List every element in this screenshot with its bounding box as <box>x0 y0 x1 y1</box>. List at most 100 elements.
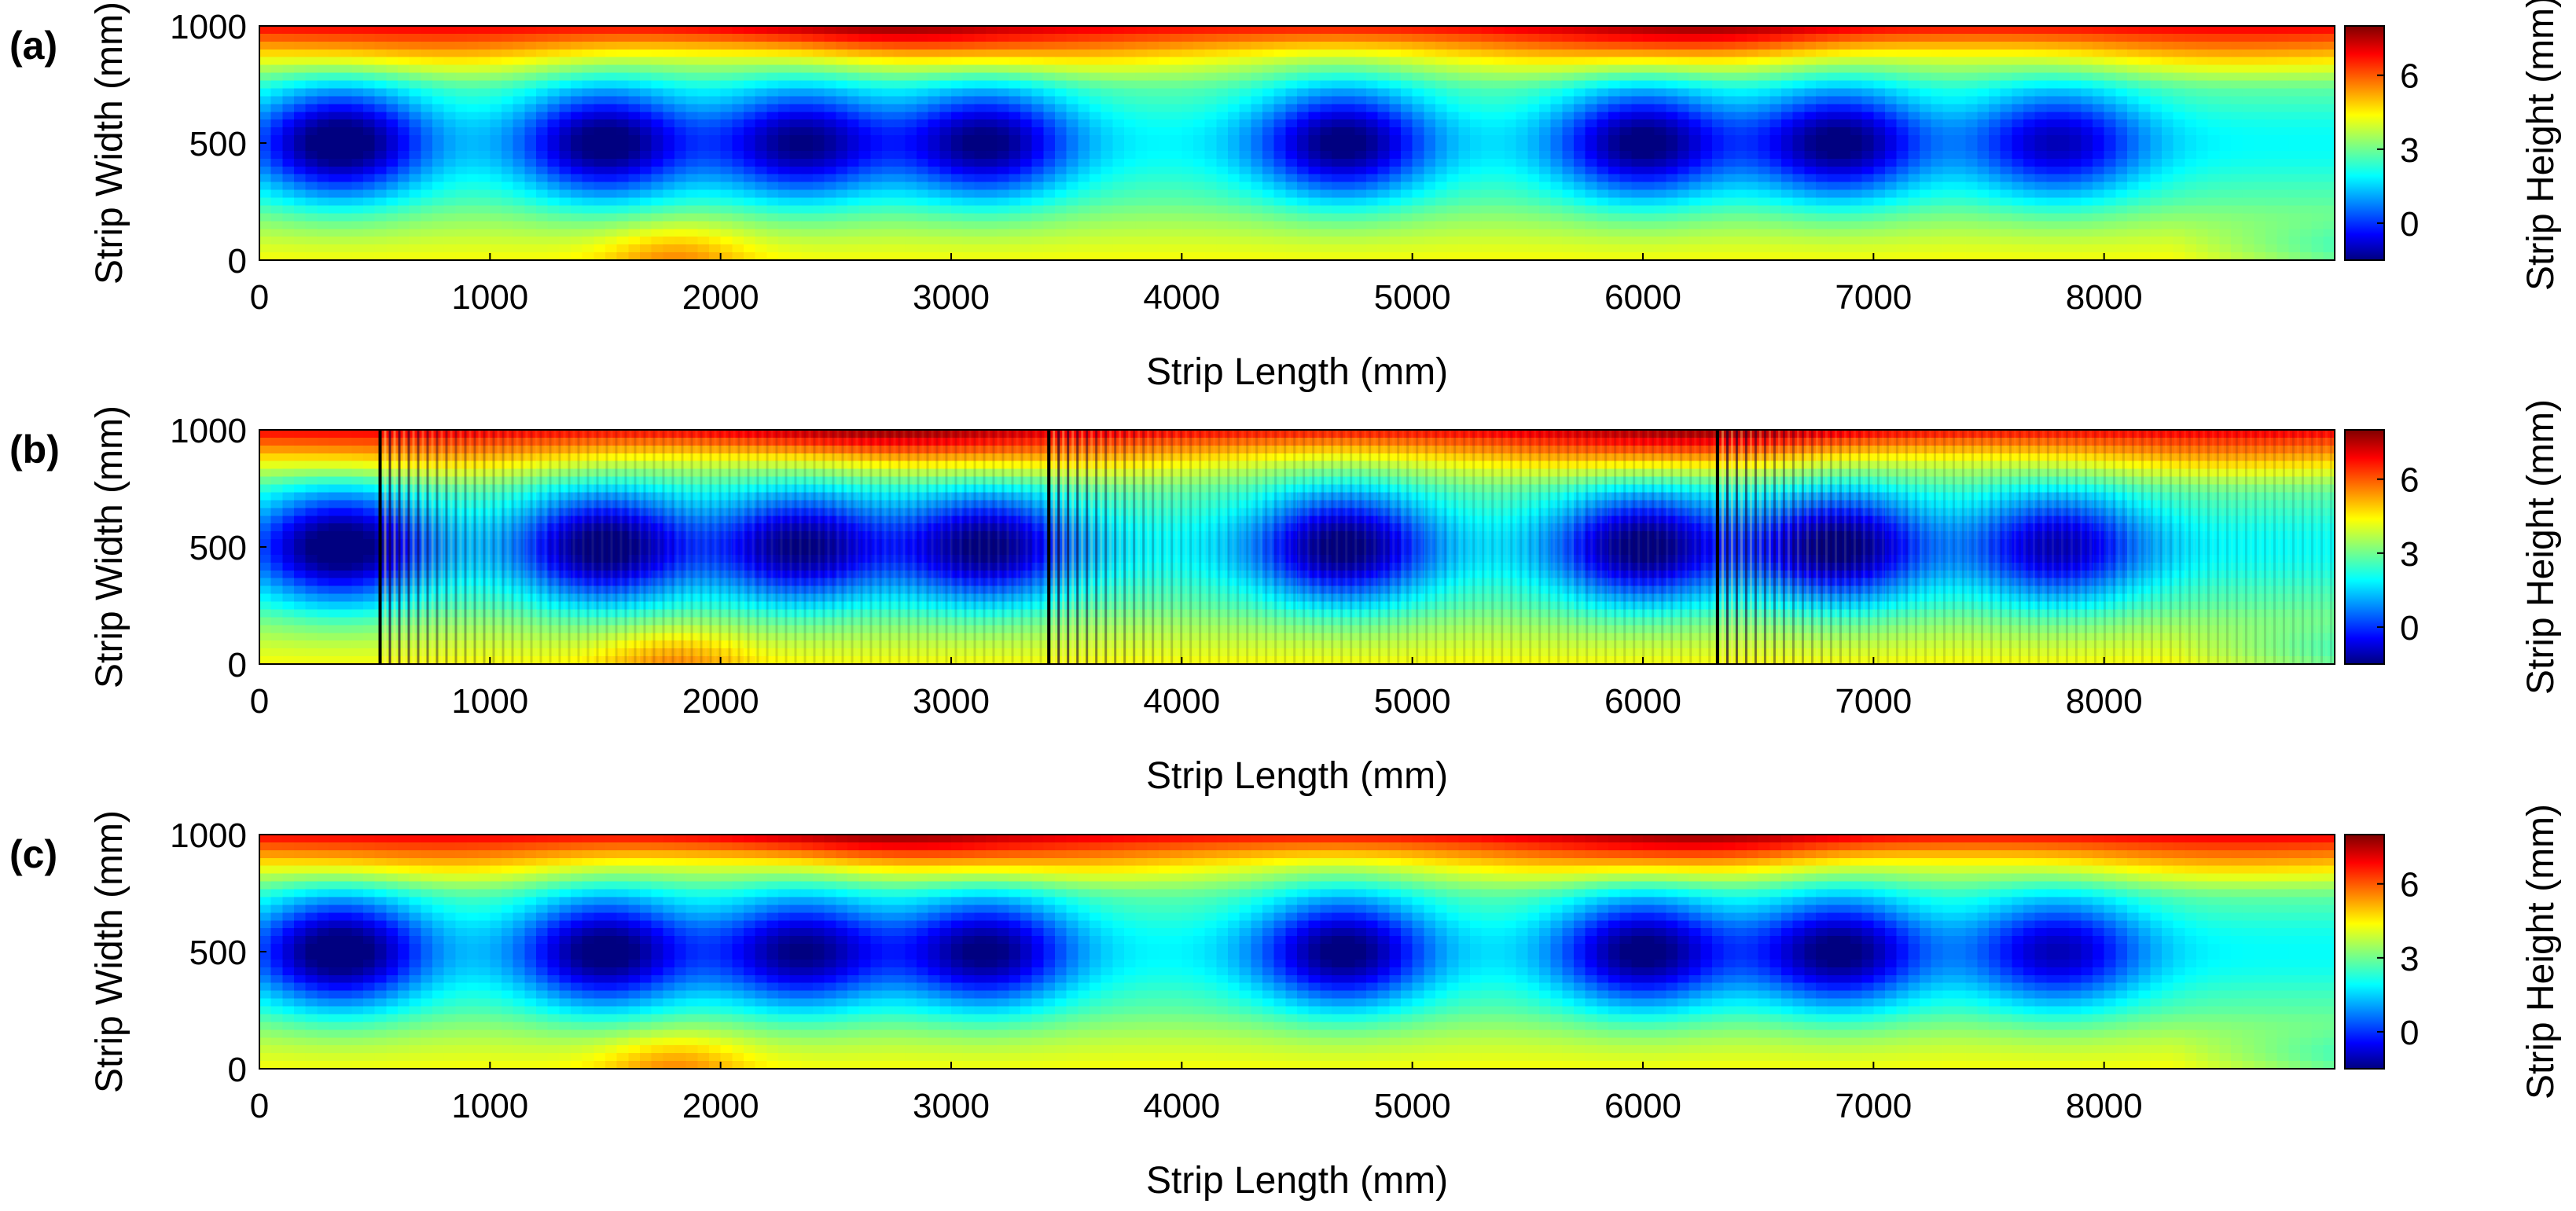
heatmap-cell <box>1585 80 1597 90</box>
heatmap-cell <box>1931 213 1943 222</box>
heatmap-cell <box>270 143 283 152</box>
heatmap-cell <box>1827 182 1839 191</box>
heatmap-cell <box>1424 174 1436 183</box>
heatmap-cell <box>294 143 307 152</box>
heatmap-cell <box>1574 26 1586 35</box>
heatmap-cell <box>1619 229 1632 237</box>
heatmap-cell <box>2023 80 2036 90</box>
heatmap-cell <box>1332 64 1344 74</box>
heatmap-cell <box>571 205 583 214</box>
heatmap-cell <box>882 213 895 222</box>
heatmap-cell <box>1689 213 1701 222</box>
heatmap-cell <box>1896 213 1909 222</box>
heatmap-cell <box>270 182 283 191</box>
heatmap-cell <box>571 150 583 160</box>
heatmap-cell <box>1723 49 1736 58</box>
heatmap-cell <box>467 127 480 136</box>
heatmap-cell <box>547 182 560 191</box>
heatmap-cell <box>1896 252 1909 261</box>
heatmap-cell <box>305 229 318 237</box>
heatmap-cell <box>305 166 318 175</box>
heatmap-cell <box>2034 143 2047 152</box>
heatmap-cell <box>1747 80 1759 90</box>
heatmap-cell <box>1412 112 1424 120</box>
heatmap-cell <box>1977 244 1990 253</box>
heatmap-cell <box>720 237 733 245</box>
heatmap-cell <box>1377 221 1390 229</box>
heatmap-cell <box>962 205 975 214</box>
heatmap-cell <box>559 237 571 245</box>
heatmap-cell <box>1678 197 1690 207</box>
heatmap-cell <box>1262 229 1275 237</box>
heatmap-cell <box>1285 221 1298 229</box>
heatmap-cell <box>1031 96 1044 105</box>
heatmap-cell <box>455 229 468 237</box>
heatmap-cell <box>351 197 364 207</box>
heatmap-cell <box>374 64 387 74</box>
heatmap-cell <box>882 80 895 90</box>
heatmap-cell <box>409 197 421 207</box>
heatmap-cell <box>432 158 445 167</box>
heatmap-cell <box>1055 166 1068 175</box>
heatmap-cell <box>1689 119 1701 128</box>
heatmap-cell <box>398 41 410 50</box>
heatmap-cell <box>2162 182 2174 191</box>
heatmap-cell <box>813 80 825 90</box>
heatmap-cell <box>1816 80 1828 90</box>
heatmap-cell <box>443 213 456 222</box>
heatmap-cell <box>1066 119 1079 128</box>
heatmap-cell <box>455 189 468 199</box>
heatmap-cell <box>1066 229 1079 237</box>
heatmap-cell <box>1216 221 1229 229</box>
heatmap-cell <box>939 41 952 50</box>
heatmap-cell <box>893 158 906 167</box>
heatmap-cell <box>1597 237 1609 245</box>
heatmap-cell <box>1159 80 1171 90</box>
heatmap-cell <box>490 96 502 105</box>
heatmap-cell <box>1124 182 1137 191</box>
heatmap-cell <box>1101 33 1113 42</box>
heatmap-cell <box>1654 189 1666 199</box>
heatmap-cell <box>270 197 283 207</box>
heatmap-cell <box>559 104 571 112</box>
heatmap-cell <box>1654 57 1666 66</box>
heatmap-cell <box>398 33 410 42</box>
heatmap-cell <box>2034 150 2047 160</box>
heatmap-cell <box>986 182 998 191</box>
heatmap-cell <box>893 72 906 82</box>
heatmap-cell <box>1078 112 1090 120</box>
heatmap-cell <box>651 112 663 120</box>
heatmap-cell <box>1366 104 1379 112</box>
heatmap-cell <box>2138 72 2151 82</box>
heatmap-cell <box>1643 49 1655 58</box>
heatmap-cell <box>720 80 733 90</box>
heatmap-cell <box>1769 221 1782 229</box>
heatmap-cell <box>1942 205 1955 214</box>
heatmap-cell <box>2023 197 2036 207</box>
heatmap-cell <box>2104 80 2116 90</box>
heatmap-cell <box>1055 197 1068 207</box>
heatmap-cell <box>1804 205 1817 214</box>
heatmap-cell <box>1366 182 1379 191</box>
heatmap-cell <box>1712 88 1725 97</box>
heatmap-cell <box>836 96 848 105</box>
heatmap-cell <box>1792 150 1805 160</box>
heatmap-cell <box>939 33 952 42</box>
heatmap-cell <box>917 26 929 35</box>
heatmap-cell <box>340 119 352 128</box>
heatmap-cell <box>1643 33 1655 42</box>
heatmap-cell <box>547 88 560 97</box>
heatmap-cell <box>616 104 629 112</box>
heatmap-cell <box>1424 112 1436 120</box>
heatmap-cell <box>709 244 722 253</box>
heatmap-cell <box>1193 72 1206 82</box>
heatmap-cell <box>1873 80 1886 90</box>
heatmap-cell <box>351 252 364 261</box>
heatmap-cell <box>1446 244 1459 253</box>
heatmap-cell <box>432 33 445 42</box>
heatmap-cell <box>1228 143 1240 152</box>
heatmap-cell <box>2081 26 2093 35</box>
heatmap-cell <box>1781 104 1794 112</box>
heatmap-cell <box>1424 182 1436 191</box>
heatmap-cell <box>1412 41 1424 50</box>
